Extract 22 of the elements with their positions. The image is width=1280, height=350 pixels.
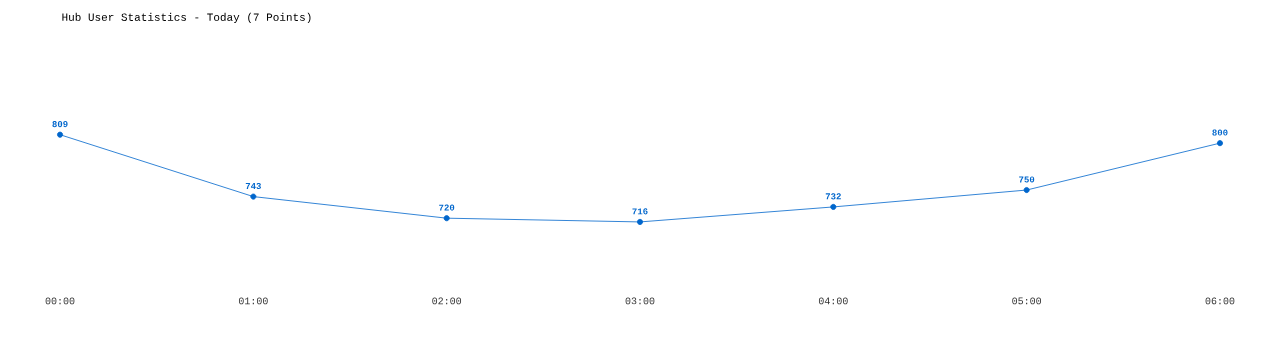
x-tick-label: 00:00 <box>45 297 75 305</box>
data-label: 732 <box>825 193 841 200</box>
data-label: 750 <box>1019 176 1035 183</box>
x-tick-label: 02:00 <box>432 297 462 305</box>
data-label: 720 <box>439 204 455 211</box>
x-tick-label: 06:00 <box>1205 297 1235 305</box>
point <box>830 203 837 210</box>
point <box>636 218 643 225</box>
point <box>57 131 64 138</box>
chart-title: Hub User Statistics - Today (7 Points) <box>62 12 311 24</box>
x-tick-label: 05:00 <box>1012 297 1042 305</box>
x-tick-label: 01:00 <box>238 297 268 305</box>
point <box>250 193 257 200</box>
data-label: 809 <box>52 121 68 128</box>
data-label: 743 <box>245 182 261 190</box>
point <box>1023 187 1030 194</box>
point <box>1216 140 1223 147</box>
data-label: 800 <box>1212 129 1228 136</box>
data-label: 716 <box>632 208 648 215</box>
point <box>443 215 450 222</box>
x-tick-label: 03:00 <box>625 297 655 305</box>
x-tick-label: 04:00 <box>818 297 848 305</box>
